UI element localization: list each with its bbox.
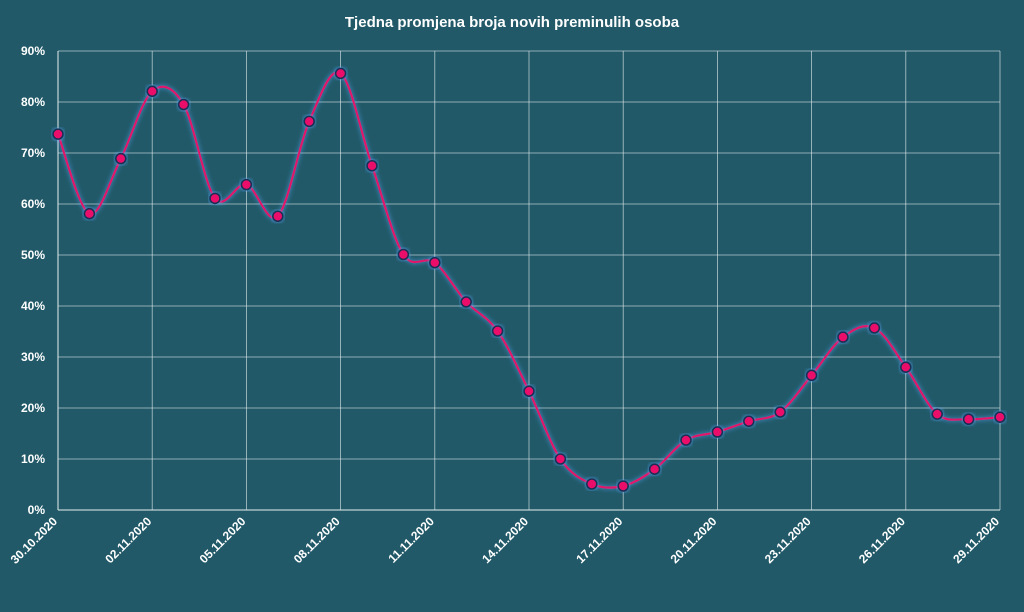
series-line: [56, 71, 1001, 489]
data-point: [680, 434, 692, 446]
data-point: [899, 361, 912, 374]
y-tick-label: 20%: [21, 401, 45, 415]
data-point: [146, 85, 158, 98]
x-tick-label: 02.11.2020: [102, 514, 154, 566]
x-tick-label: 30.10.2020: [8, 514, 61, 567]
y-tick-label: 30%: [21, 350, 45, 364]
y-tick-label: 40%: [21, 299, 45, 313]
y-axis: 0% 10% 20% 30% 40% 50% 60% 70% 80% 90%: [21, 44, 45, 517]
data-point: [585, 478, 598, 490]
x-tick-label: 17.11.2020: [573, 514, 625, 566]
x-tick-label: 08.11.2020: [291, 514, 343, 566]
data-point: [460, 296, 473, 308]
data-point: [177, 98, 190, 111]
x-axis: 30.10.2020 02.11.2020 05.11.2020 08.11.2020…: [8, 514, 1003, 567]
data-point: [303, 115, 316, 128]
data-point: [805, 369, 818, 382]
data-point: [115, 152, 127, 165]
data-point: [994, 411, 1006, 423]
data-point: [617, 480, 630, 492]
x-tick-label: 29.11.2020: [950, 514, 1002, 566]
data-point: [523, 385, 535, 397]
x-tick-label: 26.11.2020: [856, 514, 908, 566]
data-point: [554, 453, 567, 465]
y-tick-label: 80%: [21, 95, 45, 109]
x-tick-label: 20.11.2020: [668, 514, 720, 566]
data-point: [397, 248, 410, 261]
data-point: [334, 67, 347, 80]
data-point: [83, 207, 96, 220]
y-tick-label: 90%: [21, 44, 45, 58]
y-tick-label: 60%: [21, 197, 45, 211]
y-tick-label: 10%: [21, 452, 45, 466]
data-point: [209, 192, 221, 205]
grid: [57, 50, 1001, 511]
x-tick-label: 05.11.2020: [197, 514, 249, 566]
data-point: [271, 210, 284, 223]
x-tick-label: 23.11.2020: [762, 514, 814, 566]
data-point: [931, 408, 944, 420]
data-point: [428, 256, 441, 269]
x-tick-label: 14.11.2020: [479, 514, 531, 566]
data-point: [366, 159, 378, 172]
data-point: [491, 325, 504, 337]
data-point: [962, 413, 975, 426]
y-tick-label: 70%: [21, 146, 45, 160]
data-point: [240, 178, 253, 191]
data-point: [742, 415, 755, 428]
y-tick-label: 50%: [21, 248, 45, 262]
x-tick-label: 11.11.2020: [385, 514, 437, 566]
data-point: [774, 406, 787, 418]
data-point: [837, 331, 849, 343]
chart-title: Tjedna promjena broja novih preminulih o…: [345, 14, 680, 31]
data-point: [868, 322, 881, 334]
series: [52, 67, 1006, 492]
data-point: [648, 463, 661, 476]
y-tick-label: 0%: [28, 503, 46, 517]
data-point: [711, 426, 724, 438]
data-point: [52, 128, 64, 140]
